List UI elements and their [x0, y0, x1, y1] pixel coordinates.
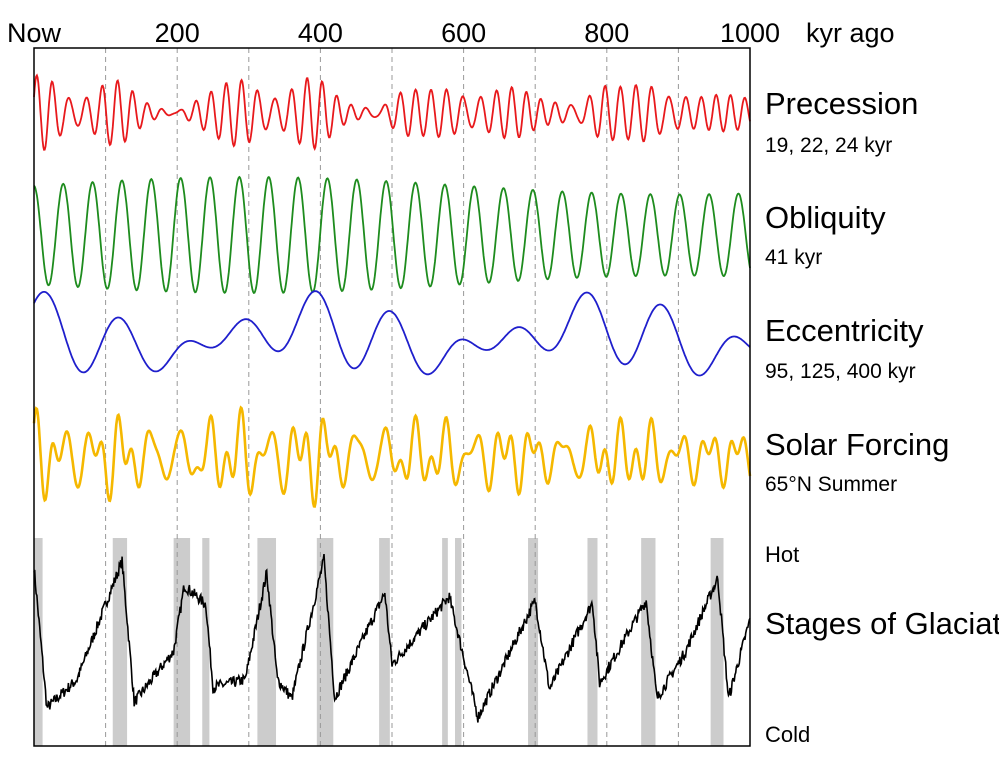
series-subtitle-eccentricity: 95, 125, 400 kyr: [765, 360, 916, 383]
series-line-solar-forcing: [32, 405, 752, 508]
interglacial-bands: [34, 538, 724, 746]
interglacial-band-0: [34, 538, 43, 746]
interglacial-band-7: [442, 538, 448, 746]
interglacial-band-2: [173, 538, 191, 746]
interglacial-band-5: [316, 538, 334, 746]
interglacial-band-3: [202, 538, 210, 746]
series-line-obliquity: [33, 175, 751, 294]
series-subtitle-precession: 19, 22, 24 kyr: [765, 134, 892, 157]
series-name-solar-forcing: Solar Forcing: [765, 427, 949, 462]
interglacial-band-10: [587, 538, 598, 746]
glaciation-cold-label: Cold: [765, 722, 810, 747]
interglacial-band-11: [641, 538, 656, 746]
series-name-eccentricity: Eccentricity: [765, 313, 924, 348]
x-tick-label-200: 200: [155, 18, 200, 48]
glaciation-hot-label: Hot: [765, 542, 799, 567]
interglacial-band-1: [112, 538, 128, 746]
series-line-precession: [33, 73, 751, 151]
series-subtitle-solar-forcing: 65°N Summer: [765, 473, 897, 496]
x-tick-label-400: 400: [298, 18, 343, 48]
series-subtitle-obliquity: 41 kyr: [765, 246, 822, 269]
series-name-glaciation: Stages of Glaciation: [765, 606, 999, 641]
interglacial-band-4: [257, 538, 277, 746]
x-axis-ticks: Now 200 400 600 800 1000: [7, 18, 780, 48]
series-name-obliquity: Obliquity: [765, 200, 886, 235]
series-name-precession: Precession: [765, 86, 918, 121]
x-axis-unit-label: kyr ago: [806, 18, 895, 48]
series-line-glaciation: [33, 553, 751, 723]
plot-area: [32, 47, 752, 747]
interglacial-band-8: [455, 538, 462, 746]
interglacial-band-9: [528, 538, 539, 746]
series-lines: [32, 73, 752, 723]
interglacial-band-6: [379, 538, 390, 746]
x-tick-label-600: 600: [441, 18, 486, 48]
series-line-eccentricity: [33, 290, 751, 377]
interglacial-band-12: [710, 538, 724, 746]
x-tick-label-1000: 1000: [720, 18, 780, 48]
plot-frame: [33, 47, 751, 747]
x-tick-label-0: Now: [7, 18, 62, 48]
series-labels: Precession 19, 22, 24 kyr Obliquity 41 k…: [765, 86, 999, 747]
x-tick-label-800: 800: [584, 18, 629, 48]
